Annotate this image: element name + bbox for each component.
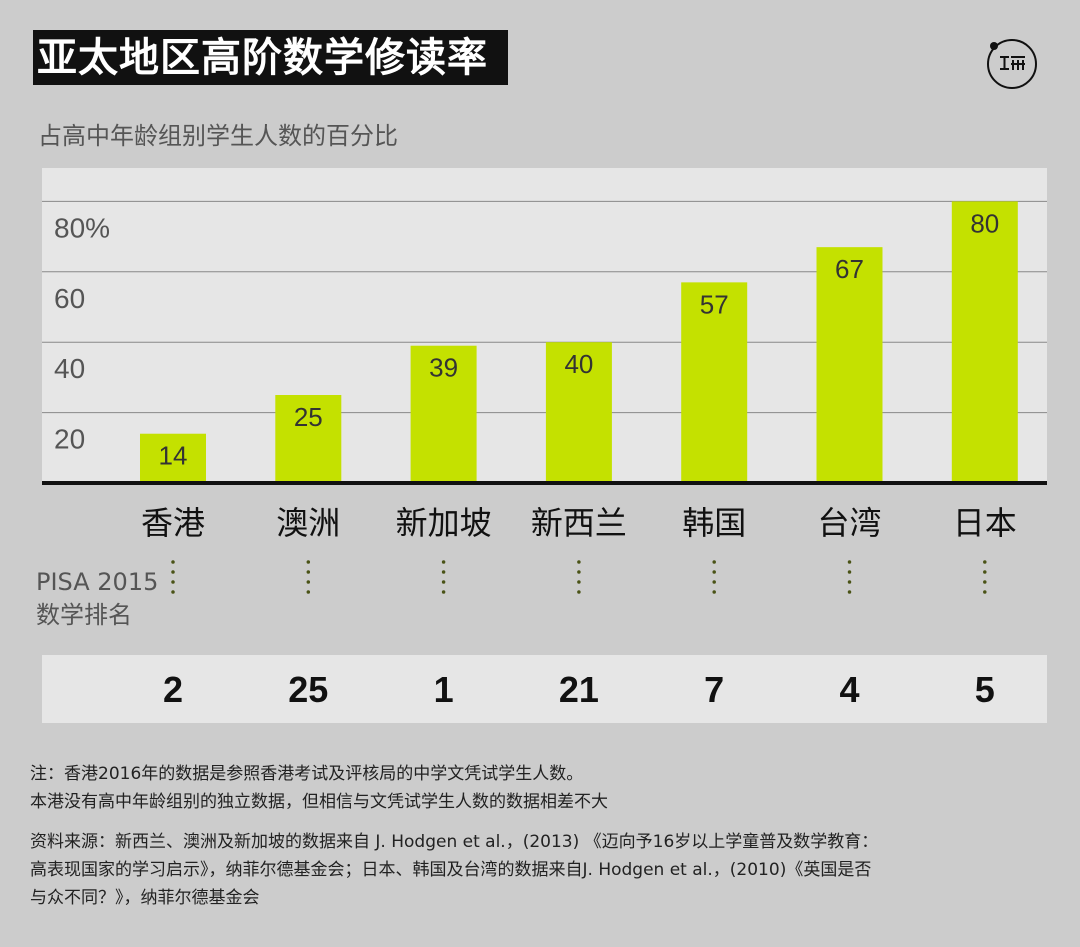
data-label-hong-kong: 14 <box>159 441 188 471</box>
data-label-taiwan: 67 <box>835 254 864 284</box>
data-label-new-zealand: 40 <box>564 349 593 379</box>
category-label-new-zealand: 新西兰 <box>531 504 627 542</box>
note-line-2: 本港没有高中年龄组别的独立数据，但相信与文凭试学生人数的数据相差不大 <box>30 792 608 812</box>
footnote: 注：香港2016年的数据是参照香港考试及评核局的中学文凭试学生人数。 本港没有高… <box>30 760 1050 912</box>
bar-hong-kong <box>140 433 206 483</box>
category-label-hong-kong: 香港 <box>141 504 205 542</box>
source-line-2: 高表现国家的学习启示》，纳菲尔德基金会；日本、韩国及台湾的数据来自J. Hodg… <box>30 860 872 880</box>
data-label-australia: 25 <box>294 402 323 432</box>
y-tick-label: 60 <box>54 283 85 314</box>
pisa-label-line-2: 数学排名 <box>36 601 132 629</box>
pisa-rank-hong-kong: 2 <box>162 669 184 710</box>
data-label-korea: 57 <box>700 289 729 319</box>
pisa-rank-new-zealand: 21 <box>558 669 599 710</box>
bar-singapore <box>410 345 477 483</box>
category-label-korea: 韩国 <box>682 504 746 542</box>
note-line-1: 注：香港2016年的数据是参照香港考试及评核局的中学文凭试学生人数。 <box>30 764 584 784</box>
category-label-japan: 日本 <box>953 504 1017 542</box>
initium-logo-icon <box>987 39 1037 89</box>
category-label-taiwan: 台湾 <box>817 504 881 542</box>
pisa-rank-korea: 7 <box>704 669 725 710</box>
source-line-3: 与众不同？》，纳菲尔德基金会 <box>30 888 260 908</box>
bar-japan <box>951 201 1018 483</box>
y-tick-label: 80% <box>54 212 110 243</box>
y-tick-label: 20 <box>54 424 85 455</box>
bar-australia <box>275 395 342 483</box>
source-line-1: 资料来源：新西兰、澳洲及新加坡的数据来自 J. Hodgen et al.，(2… <box>30 832 879 852</box>
data-label-japan: 80 <box>970 208 999 238</box>
pisa-rank-australia: 25 <box>288 669 329 710</box>
bar-chart: 20 40 60 80% 14 香港 25 澳洲 39 新加坡 40 新西兰 57 韩国 67 台湾 80 日本 <box>42 168 1047 600</box>
pisa-rank-taiwan: 4 <box>839 669 860 710</box>
chart-subtitle: 占高中年龄组别学生人数的百分比 <box>38 122 398 150</box>
pisa-rank-singapore: 1 <box>433 669 454 710</box>
chart-title: 亚太地区高阶数学修读率 <box>33 30 508 85</box>
category-label-singapore: 新加坡 <box>396 504 492 542</box>
bar-korea <box>681 282 748 483</box>
y-tick-label: 40 <box>54 353 85 384</box>
bar-taiwan <box>816 247 883 483</box>
category-label-australia: 澳洲 <box>276 504 340 542</box>
pisa-label-line-1: PISA 2015 <box>36 568 159 596</box>
pisa-rank-strip: 2 25 1 21 7 4 5 <box>42 655 1047 723</box>
data-label-singapore: 39 <box>429 353 458 383</box>
pisa-ranking-label: PISA 2015 数学排名 <box>36 566 158 632</box>
bar-new-zealand <box>545 342 612 483</box>
pisa-rank-japan: 5 <box>974 669 995 710</box>
